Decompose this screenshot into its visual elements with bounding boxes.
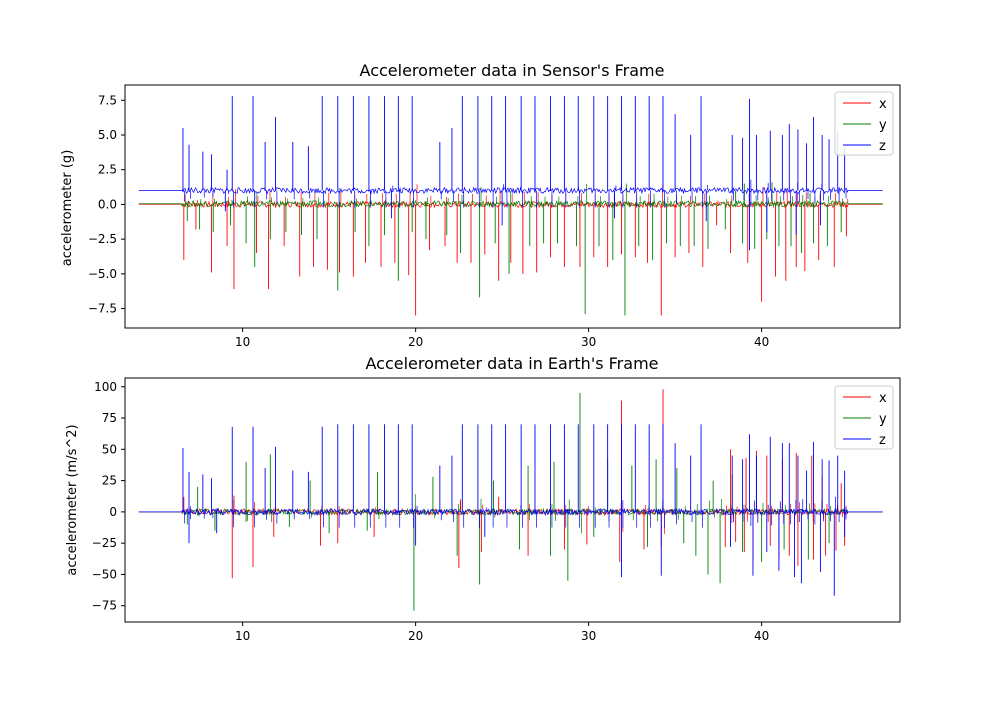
series-z-trace — [138, 507, 883, 517]
x-tick-label: 30 — [581, 629, 596, 643]
series-y-trace — [138, 199, 883, 209]
x-tick-label: 40 — [754, 629, 769, 643]
axis-ticks: 10 20 30 40 −7.5 −5.0 −2.5 0.0 2.5 5.0 7.5 — [88, 93, 769, 349]
legend-label-y: y — [879, 118, 887, 133]
y-tick-label: 0 — [109, 505, 117, 519]
subplot-title: Accelerometer data in Sensor's Frame — [360, 61, 665, 80]
y-tick-label: 2.5 — [98, 163, 117, 177]
y-tick-label: −7.5 — [88, 302, 117, 316]
series-z-trace — [138, 186, 883, 195]
legend-label-z: z — [879, 433, 886, 448]
y-axis-label: accelerometer (m/s^2) — [65, 424, 80, 575]
x-tick-label: 10 — [235, 335, 250, 349]
y-tick-label: 5.0 — [98, 128, 117, 142]
axis-ticks: 10 20 30 40 −75 −50 −25 0 25 50 75 100 — [92, 380, 770, 643]
x-tick-label: 40 — [754, 335, 769, 349]
legend-label-z: z — [879, 139, 886, 154]
legend: x y z — [834, 91, 894, 156]
legend-label-y: y — [879, 412, 887, 427]
x-tick-label: 30 — [581, 335, 596, 349]
subplot-title: Accelerometer data in Earth's Frame — [366, 354, 659, 373]
y-tick-label: −2.5 — [88, 232, 117, 246]
plot-area — [138, 389, 883, 611]
y-tick-label: −5.0 — [88, 267, 117, 281]
y-tick-label: −25 — [92, 536, 117, 550]
legend: x y z — [834, 385, 894, 450]
subplot-sensor-frame: Accelerometer data in Sensor's Frame acc… — [60, 61, 901, 349]
y-tick-label: 25 — [102, 474, 117, 488]
y-tick-label: 0.0 — [98, 197, 117, 211]
y-tick-label: −50 — [92, 567, 117, 581]
series-z — [138, 96, 883, 251]
x-tick-label: 20 — [408, 335, 423, 349]
y-axis-label: accelerometer (g) — [60, 150, 75, 267]
subplot-earth-frame: Accelerometer data in Earth's Frame acce… — [65, 354, 901, 643]
axes-frame — [124, 377, 901, 623]
series-z — [138, 424, 883, 596]
y-tick-label: 50 — [102, 442, 117, 456]
x-tick-label: 10 — [235, 629, 250, 643]
y-tick-label: −75 — [92, 599, 117, 613]
y-tick-label: 100 — [94, 380, 117, 394]
plot-area — [138, 96, 883, 316]
y-tick-label: 7.5 — [98, 93, 117, 107]
y-tick-label: 75 — [102, 411, 117, 425]
x-tick-label: 20 — [408, 629, 423, 643]
axes-frame — [124, 84, 901, 329]
legend-label-x: x — [879, 97, 887, 112]
legend-label-x: x — [879, 391, 887, 406]
